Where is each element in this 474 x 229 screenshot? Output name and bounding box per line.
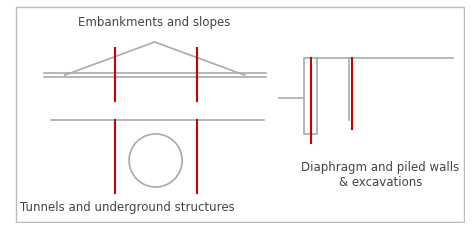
- Text: Diaphragm and piled walls
& excavations: Diaphragm and piled walls & excavations: [301, 161, 459, 189]
- Bar: [304, 58, 317, 134]
- Circle shape: [129, 134, 182, 187]
- Text: Tunnels and underground structures: Tunnels and underground structures: [20, 201, 235, 214]
- Text: Embankments and slopes: Embankments and slopes: [79, 16, 231, 29]
